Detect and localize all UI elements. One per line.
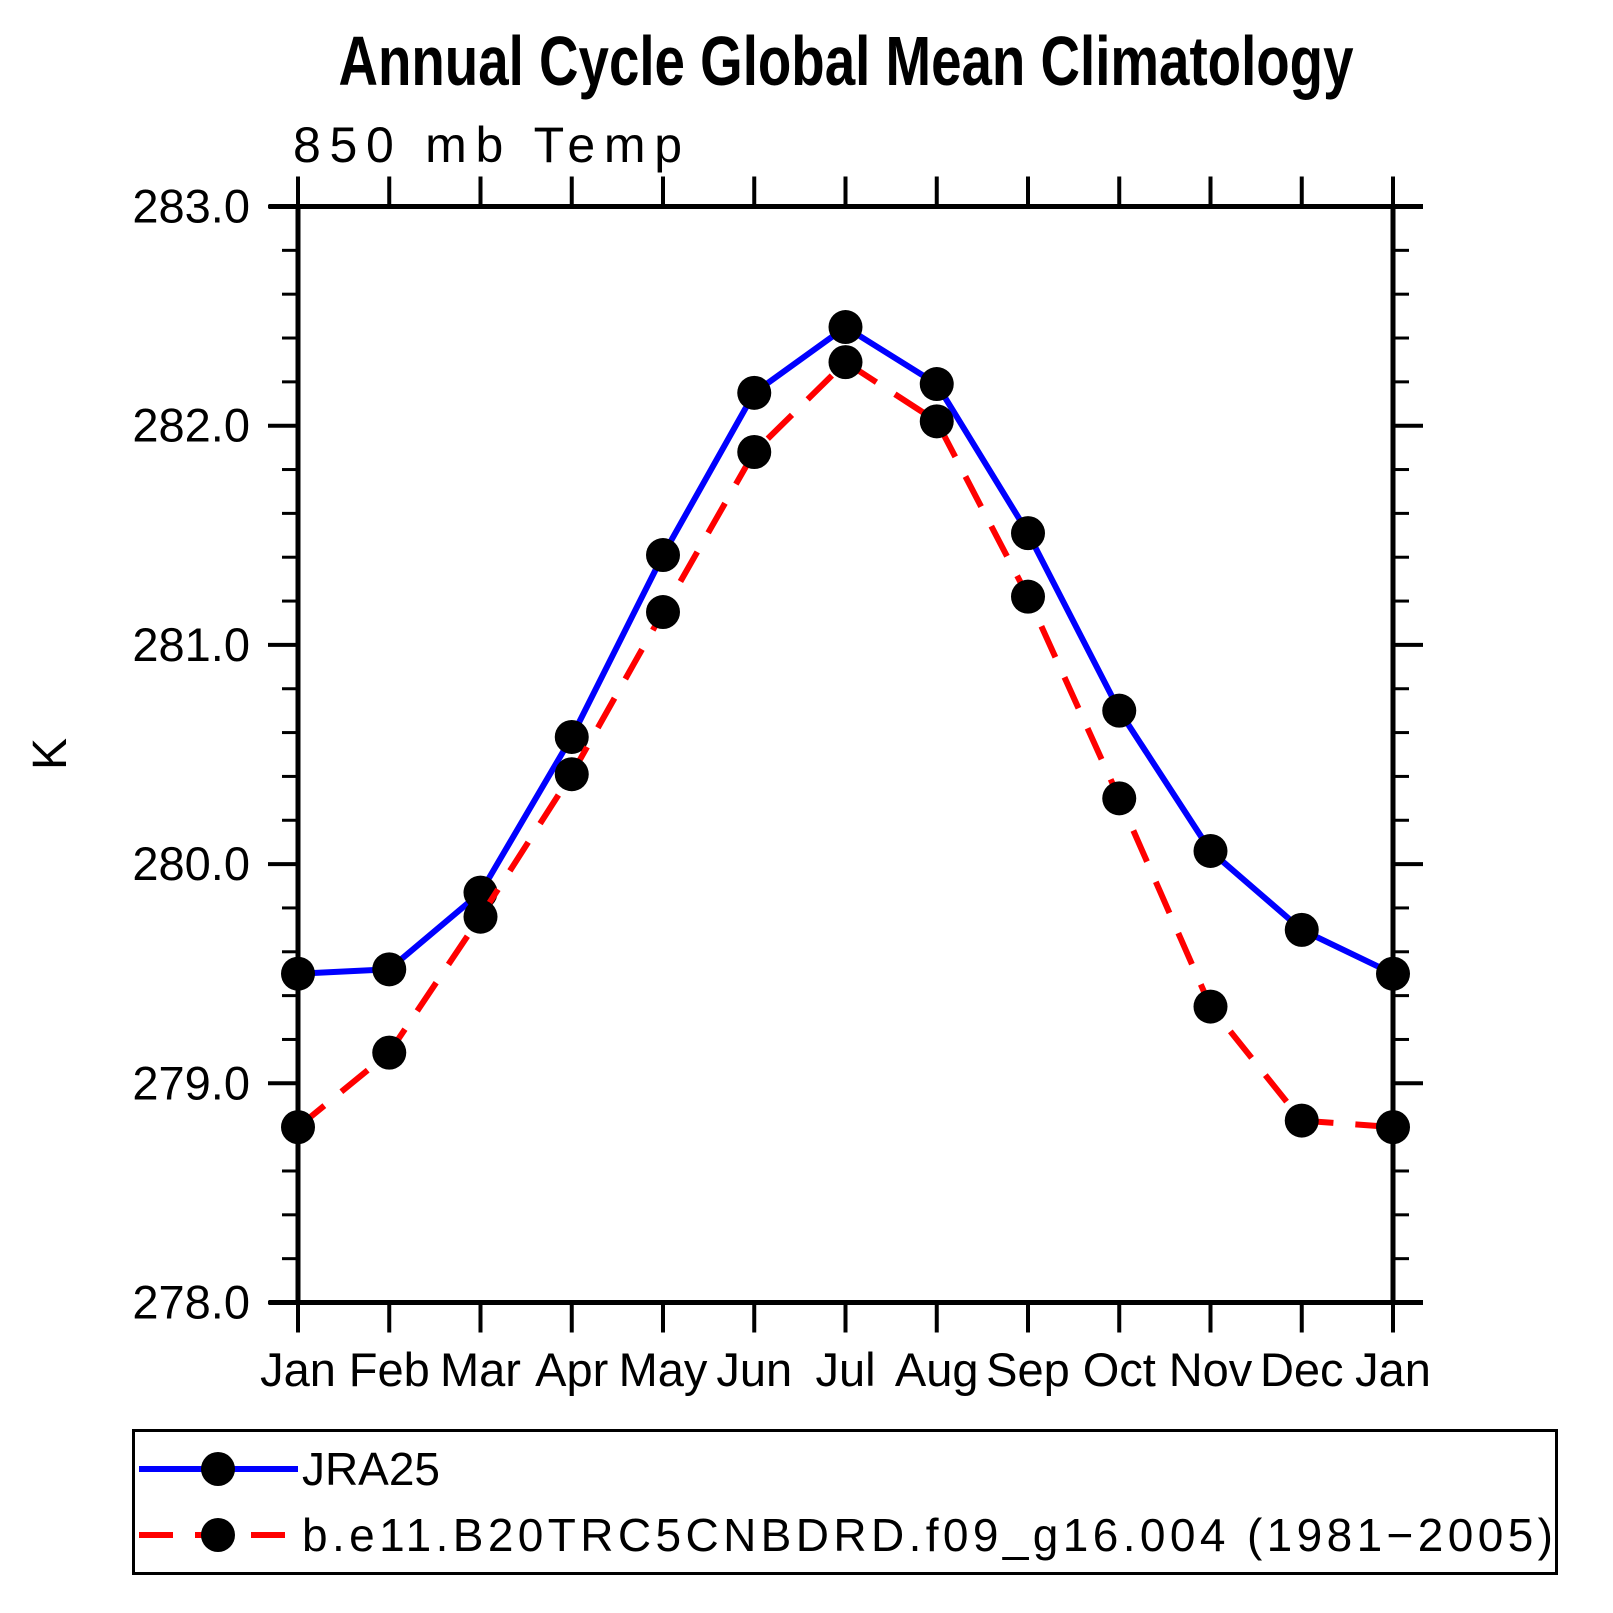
data-point-marker-s0-Jan [1376,956,1410,991]
x-tick-label: Apr [535,1343,608,1396]
chart-title: Annual Cycle Global Mean Climatology [339,22,1354,100]
data-point-marker-s0-Dec [1284,912,1319,947]
data-point-marker-s1-Jul [828,345,863,380]
data-point-marker-s1-Aug [919,404,954,439]
y-tick-label: 280.0 [132,837,250,890]
legend-marker-1 [201,1518,235,1552]
data-point-marker-s0-May [646,538,680,573]
data-point-marker-s1-Jan [1376,1110,1410,1145]
x-tick-label: May [619,1343,708,1396]
data-point-marker-s1-Sep [1011,579,1045,614]
data-point-marker-s1-Oct [1102,781,1137,816]
data-point-marker-s1-Nov [1193,989,1228,1024]
x-tick-label: Sep [986,1343,1070,1396]
data-point-marker-s1-Jun [737,435,772,470]
x-tick-label: Aug [895,1343,979,1396]
legend-marker-0 [201,1452,235,1486]
series-line-1 [296,358,1394,1131]
data-point-marker-s1-Feb [372,1035,407,1070]
legend-label-1: b.e11.B20TRC5CNBDRD.f09_g16.004 (1981−20… [302,1509,1553,1561]
legend-label-0: JRA25 [302,1443,440,1495]
y-tick-label: 278.0 [132,1276,250,1329]
legend-box [132,1429,1558,1575]
x-tick-label: Jul [815,1343,875,1396]
data-point-marker-s1-May [646,595,680,630]
data-point-marker-s1-Jan [281,1110,315,1145]
data-point-marker-s0-Apr [554,719,589,754]
data-point-marker-s0-Feb [372,952,407,987]
x-tick-label: Feb [349,1343,430,1396]
x-tick-label: Nov [1169,1343,1253,1396]
data-point-marker-s0-Oct [1102,693,1137,728]
x-tick-label: Oct [1083,1343,1156,1396]
y-tick-label: 279.0 [132,1056,250,1109]
data-point-marker-s0-Nov [1193,833,1228,868]
data-point-marker-s1-Apr [554,757,589,792]
x-tick-label: Jan [260,1343,336,1396]
series-line-0 [297,323,1395,977]
y-axis-label: K [24,738,77,770]
x-tick-label: Dec [1260,1343,1344,1396]
y-tick-label: 281.0 [132,618,250,671]
data-point-marker-s0-Sep [1011,516,1045,551]
data-point-marker-s0-Jul [828,310,863,345]
y-tick-label: 282.0 [132,399,250,452]
data-point-marker-s1-Mar [463,899,498,934]
y-tick-label: 283.0 [132,180,250,233]
data-point-marker-s0-Jun [737,375,772,410]
x-tick-label: Mar [440,1343,521,1396]
data-point-marker-s0-Jan [281,956,315,991]
data-point-marker-s1-Dec [1284,1103,1319,1138]
x-tick-label: Jan [1355,1343,1431,1396]
x-tick-label: Jun [716,1343,792,1396]
chart-left-subtitle: 850 mb Temp [293,117,682,173]
data-point-marker-s0-Aug [919,367,954,402]
plot-area: Jan Feb Mar Apr May Jun Jul Aug Sep Oct Nov Dec Jan2… [132,176,1558,1575]
